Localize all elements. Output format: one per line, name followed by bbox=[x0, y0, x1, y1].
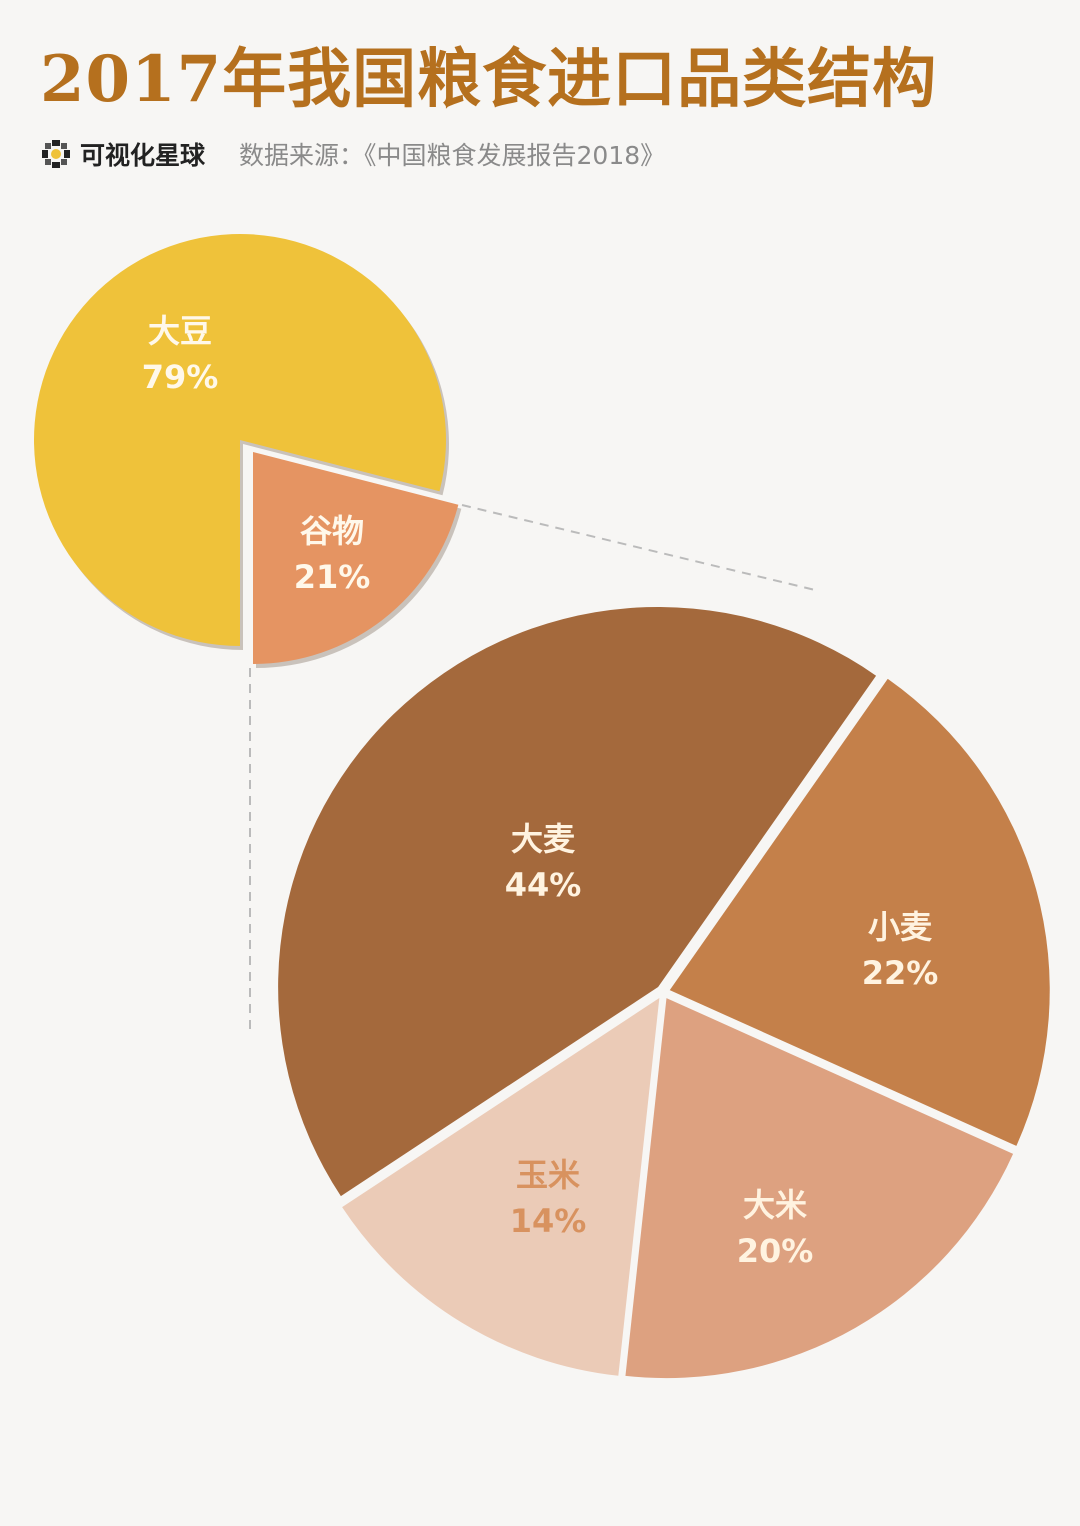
slice-label-value: 22% bbox=[862, 954, 939, 992]
slice-label-name: 玉米 bbox=[516, 1156, 580, 1194]
slice-label-value: 20% bbox=[737, 1232, 814, 1270]
slice-label-value: 44% bbox=[505, 866, 582, 904]
slice-label-value: 21% bbox=[294, 558, 371, 596]
page-title: 2017年我国粮食进口品类结构 bbox=[40, 42, 938, 117]
pie-slice-soybean bbox=[33, 234, 447, 646]
slice-label-name: 大豆 bbox=[148, 312, 212, 350]
slice-label-name: 谷物 bbox=[300, 512, 364, 550]
pie-slice-barley bbox=[278, 606, 877, 1197]
slice-label-name: 大麦 bbox=[511, 820, 576, 858]
connector-line-top bbox=[461, 504, 816, 591]
subtitle-row: 可视化星球 数据来源：《中国粮食发展报告2018》 bbox=[42, 136, 665, 172]
pie-slice-wheat bbox=[669, 678, 1050, 1146]
pie-slice-grain bbox=[253, 452, 459, 664]
slice-label-name: 小麦 bbox=[868, 908, 933, 946]
data-source: 数据来源：《中国粮食发展报告2018》 bbox=[239, 141, 666, 170]
brand-name: 可视化星球 bbox=[80, 141, 206, 170]
slice-label-value: 14% bbox=[510, 1202, 587, 1240]
pie-slice-corn bbox=[342, 997, 660, 1376]
slice-label-name: 大米 bbox=[743, 1186, 807, 1224]
planet-logo-icon bbox=[42, 140, 70, 168]
slice-label-value: 79% bbox=[142, 358, 219, 396]
pie-slice-rice bbox=[625, 998, 1014, 1379]
